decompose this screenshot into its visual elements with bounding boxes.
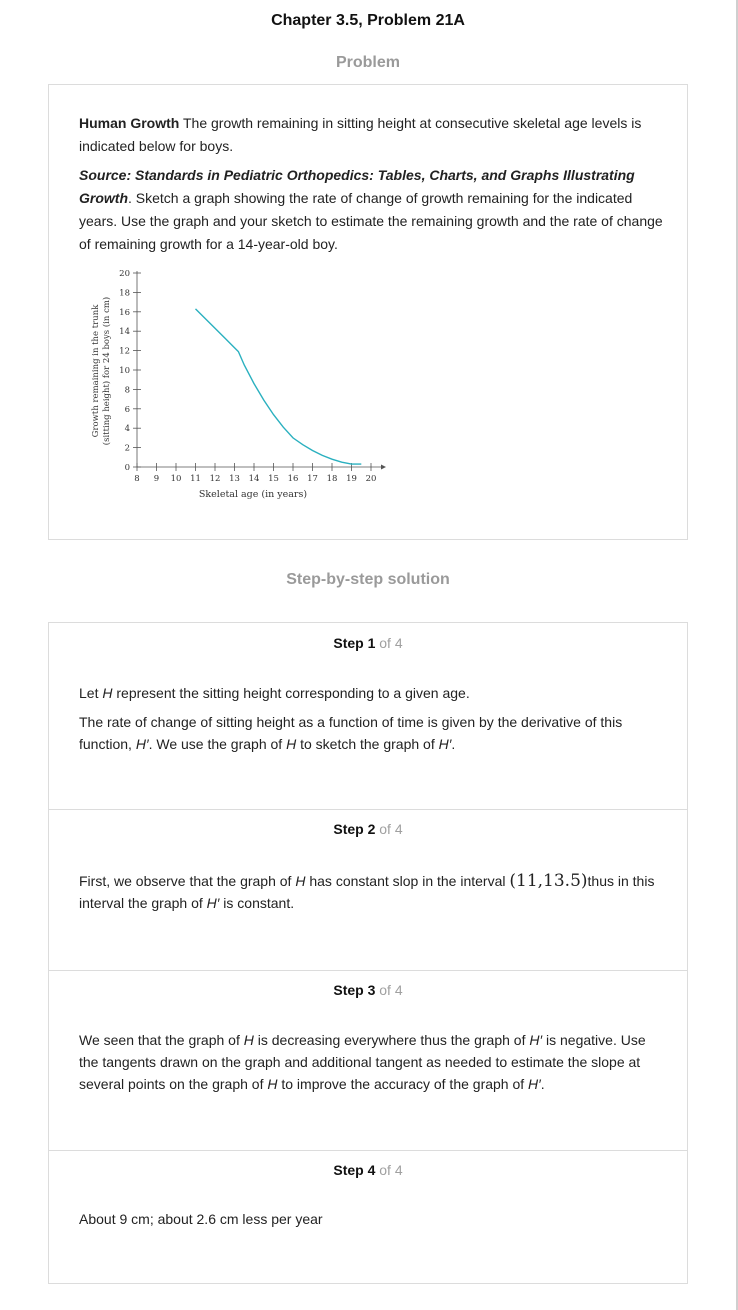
chart-y-tick-label: 14: [119, 327, 130, 337]
chart-y-tick-label: 2: [125, 444, 130, 454]
chart-series-line: [195, 308, 362, 465]
step-2: Step 2 of 4 First, we observe that the g…: [49, 809, 687, 971]
chart-x-tick-label: 9: [154, 474, 159, 484]
page-right-border: [736, 0, 738, 1310]
step-3-body: We seen that the graph of H is decreasin…: [79, 1029, 664, 1102]
growth-chart: 0 2 4 6 8 10 12 14 16 18 20 8 9 10 11 12 13 14 15 16 17 18 19…: [91, 269, 386, 500]
step-1-paragraph-2: The rate of change of sitting height as …: [79, 714, 623, 752]
chart-x-tick-label: 19: [346, 474, 357, 484]
chart-x-tick-label: 18: [327, 474, 338, 484]
problem-source-bold-2: Growth: [79, 190, 128, 206]
chart-y-tick-label: 10: [119, 366, 130, 376]
chart-x-tick-label: 17: [307, 474, 318, 484]
solution-box: Step 1 of 4 Let H represent the sitting …: [48, 622, 688, 1284]
chart-x-tick-label: 10: [171, 474, 182, 484]
chart-y-axis-label-line-2: (sitting height) for 24 boys (in cm): [101, 297, 112, 445]
chart-y-tick-label: 8: [125, 385, 130, 395]
step-2-paragraph-1: First, we observe that the graph of H ha…: [79, 871, 655, 911]
chart-y-tick-label: 0: [125, 463, 130, 473]
page-title: Chapter 3.5, Problem 21A: [271, 12, 465, 29]
step-4-label: Step 4 of 4: [333, 1162, 403, 1178]
step-1: Step 1 of 4 Let H represent the sitting …: [49, 623, 687, 810]
chart-x-tick-label: 16: [288, 474, 299, 484]
step-4-body: About 9 cm; about 2.6 cm less per year: [79, 1208, 664, 1237]
problem-heading: Problem: [335, 54, 400, 71]
chart-x-tick-label: 15: [268, 474, 279, 484]
chart-x-axis-label: Skeletal age (in years): [199, 489, 307, 500]
chart-y-tick-label: 20: [119, 269, 130, 279]
problem-paragraph-2: Source: Standards in Pediatric Orthopedi…: [79, 164, 664, 256]
chart-x-axis-arrow: [381, 464, 386, 470]
interval-expression: (11,13.5): [509, 871, 588, 891]
chart-y-tick-label: 18: [119, 288, 130, 298]
problem-box: Human Growth The growth remaining in sit…: [48, 84, 688, 540]
step-1-body: Let H represent the sitting height corre…: [79, 682, 664, 762]
step-2-body: First, we observe that the graph of H ha…: [79, 870, 664, 921]
problem-lead-bold: Human Growth: [79, 115, 180, 131]
chart-axes: [136, 271, 386, 470]
chart-y-ticks: 0 2 4 6 8 10 12 14 16 18 20: [119, 269, 141, 473]
chart-y-tick-label: 4: [125, 424, 130, 434]
step-1-label: Step 1 of 4: [333, 635, 403, 651]
step-2-label: Step 2 of 4: [333, 821, 403, 837]
chart-x-tick-label: 8: [134, 474, 139, 484]
problem-paragraph-1: Human Growth The growth remaining in sit…: [79, 112, 664, 158]
step-3-label: Step 3 of 4: [333, 982, 403, 998]
chart-x-tick-label: 20: [366, 474, 377, 484]
chart-x-ticks: 8 9 10 11 12 13 14 15 16 17 18 19 20: [134, 463, 376, 484]
step-4: Step 4 of 4 About 9 cm; about 2.6 cm les…: [49, 1150, 687, 1284]
chart-x-tick-label: 12: [210, 474, 221, 484]
chart-x-tick-label: 13: [229, 474, 240, 484]
chart-y-tick-label: 16: [119, 308, 130, 318]
chart-x-tick-label: 11: [190, 474, 201, 484]
problem-source-bold: Source: Standards in Pediatric Orthopedi…: [79, 167, 635, 183]
chart-y-tick-label: 12: [119, 347, 130, 357]
step-3: Step 3 of 4 We seen that the graph of H …: [49, 970, 687, 1151]
chart-x-tick-label: 14: [249, 474, 260, 484]
step-1-paragraph-1: Let H represent the sitting height corre…: [79, 685, 470, 701]
chart-y-tick-label: 6: [125, 405, 130, 415]
chart-y-axis-label-line-1: Growth remaining in the trunk: [91, 304, 101, 438]
problem-source-text: . Sketch a graph showing the rate of cha…: [79, 190, 663, 252]
problem-lead-text: The growth remaining in sitting height a…: [79, 115, 642, 154]
step-3-paragraph-1: We seen that the graph of H is decreasin…: [79, 1032, 646, 1092]
solution-heading: Step-by-step solution: [286, 571, 450, 588]
problem-text: Human Growth The growth remaining in sit…: [79, 112, 664, 262]
step-4-paragraph-1: About 9 cm; about 2.6 cm less per year: [79, 1211, 323, 1227]
